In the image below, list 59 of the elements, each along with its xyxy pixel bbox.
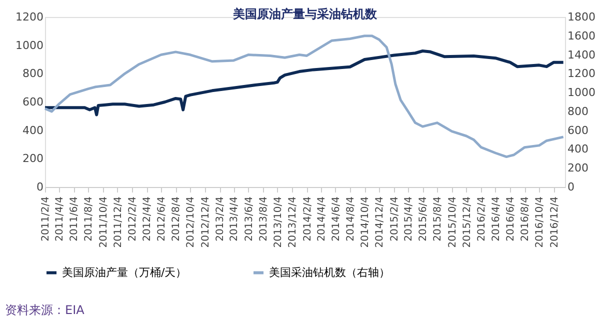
x-tick-label: 2013/6/4 xyxy=(244,196,255,242)
y2-tick-label: 600 xyxy=(568,124,588,137)
x-tick-label: 2013/4/4 xyxy=(229,196,240,242)
y2-tick-label: 1000 xyxy=(568,86,596,100)
chart-title: 美国原油产量与采油钻机数 xyxy=(232,7,378,21)
x-tick-label: 2014/12/4 xyxy=(374,196,386,248)
y-tick-label: 1000 xyxy=(16,38,44,52)
y-tick-label: 800 xyxy=(22,67,44,80)
x-tick-label: 2016/10/4 xyxy=(534,196,546,248)
x-tick-label: 2012/2/4 xyxy=(128,196,139,242)
line-series xyxy=(44,34,565,158)
x-tick-label: 2016/4/4 xyxy=(490,196,502,242)
x-tick-label: 2012/6/4 xyxy=(156,196,168,242)
x-tick-label: 2016/2/4 xyxy=(476,196,488,242)
x-tick-label: 2011/2/4 xyxy=(40,196,52,242)
legend-label: 美国原油产量（万桶/天） xyxy=(62,266,187,279)
text: 资料来源：EIA xyxy=(5,303,86,317)
x-tick-label: 2011/12/4 xyxy=(112,196,124,248)
x-tick-label: 2011/6/4 xyxy=(69,196,80,242)
x-tick-label: 2015/2/4 xyxy=(389,196,400,242)
x-tick-label: 2011/8/4 xyxy=(84,196,95,242)
x-tick-label: 2014/2/4 xyxy=(302,196,314,242)
x-tick-label: 2016/8/4 xyxy=(520,196,532,242)
x-tick-label: 2014/4/4 xyxy=(316,196,328,242)
x-tick-label: 2011/4/4 xyxy=(54,196,66,242)
y2-tick-label: 800 xyxy=(568,104,588,118)
x-tick-label: 2012/12/4 xyxy=(200,196,212,248)
x-tick-label: 2013/8/4 xyxy=(258,196,270,242)
y-tick-label: 600 xyxy=(22,96,44,108)
x-tick-label: 2015/10/4 xyxy=(447,196,458,248)
y-tick-label: 0 xyxy=(36,180,44,194)
y2-tick-label: 200 xyxy=(568,162,588,175)
y2-tick-label: 1200 xyxy=(568,67,596,80)
y-tick-label: 1200 xyxy=(16,10,44,24)
x-tick-label: 2013/10/4 xyxy=(272,196,284,248)
y-tick-label: 200 xyxy=(22,152,44,166)
y2-tick-label: 400 xyxy=(568,142,588,156)
x-tick-label: 2014/10/4 xyxy=(360,196,372,248)
x-tick-label: 2015/8/4 xyxy=(432,196,444,242)
y2-tick-label: 1400 xyxy=(568,48,596,62)
x-tick-label: 2011/10/4 xyxy=(98,196,110,248)
y2-tick-label: 1800 xyxy=(568,10,596,24)
x-tick-label: 2016/6/4 xyxy=(506,196,517,242)
y2-tick-label: 1600 xyxy=(568,29,596,42)
x-tick-label: 2015/6/4 xyxy=(418,196,430,242)
x-tick-label: 2015/4/4 xyxy=(404,196,415,242)
x-tick-label: 2012/10/4 xyxy=(186,196,197,248)
x-tick-label: 2012/4/4 xyxy=(142,196,154,242)
legend-label: 美国采油钻机数（右轴） xyxy=(269,266,390,279)
y-tick-label: 400 xyxy=(22,124,44,137)
x-tick-label: 2016/12/4 xyxy=(549,196,560,248)
y2-tick-label: 0 xyxy=(568,180,574,194)
x-tick-label: 2014/6/4 xyxy=(330,196,342,242)
x-tick-label: 2012/8/4 xyxy=(171,196,182,242)
x-tick-label: 2013/12/4 xyxy=(287,196,298,248)
x-tick-label: 2013/2/4 xyxy=(215,196,226,242)
x-tick-label: 2014/8/4 xyxy=(346,196,357,242)
x-tick-label: 2015/12/4 xyxy=(462,196,473,248)
line-series xyxy=(44,50,565,116)
